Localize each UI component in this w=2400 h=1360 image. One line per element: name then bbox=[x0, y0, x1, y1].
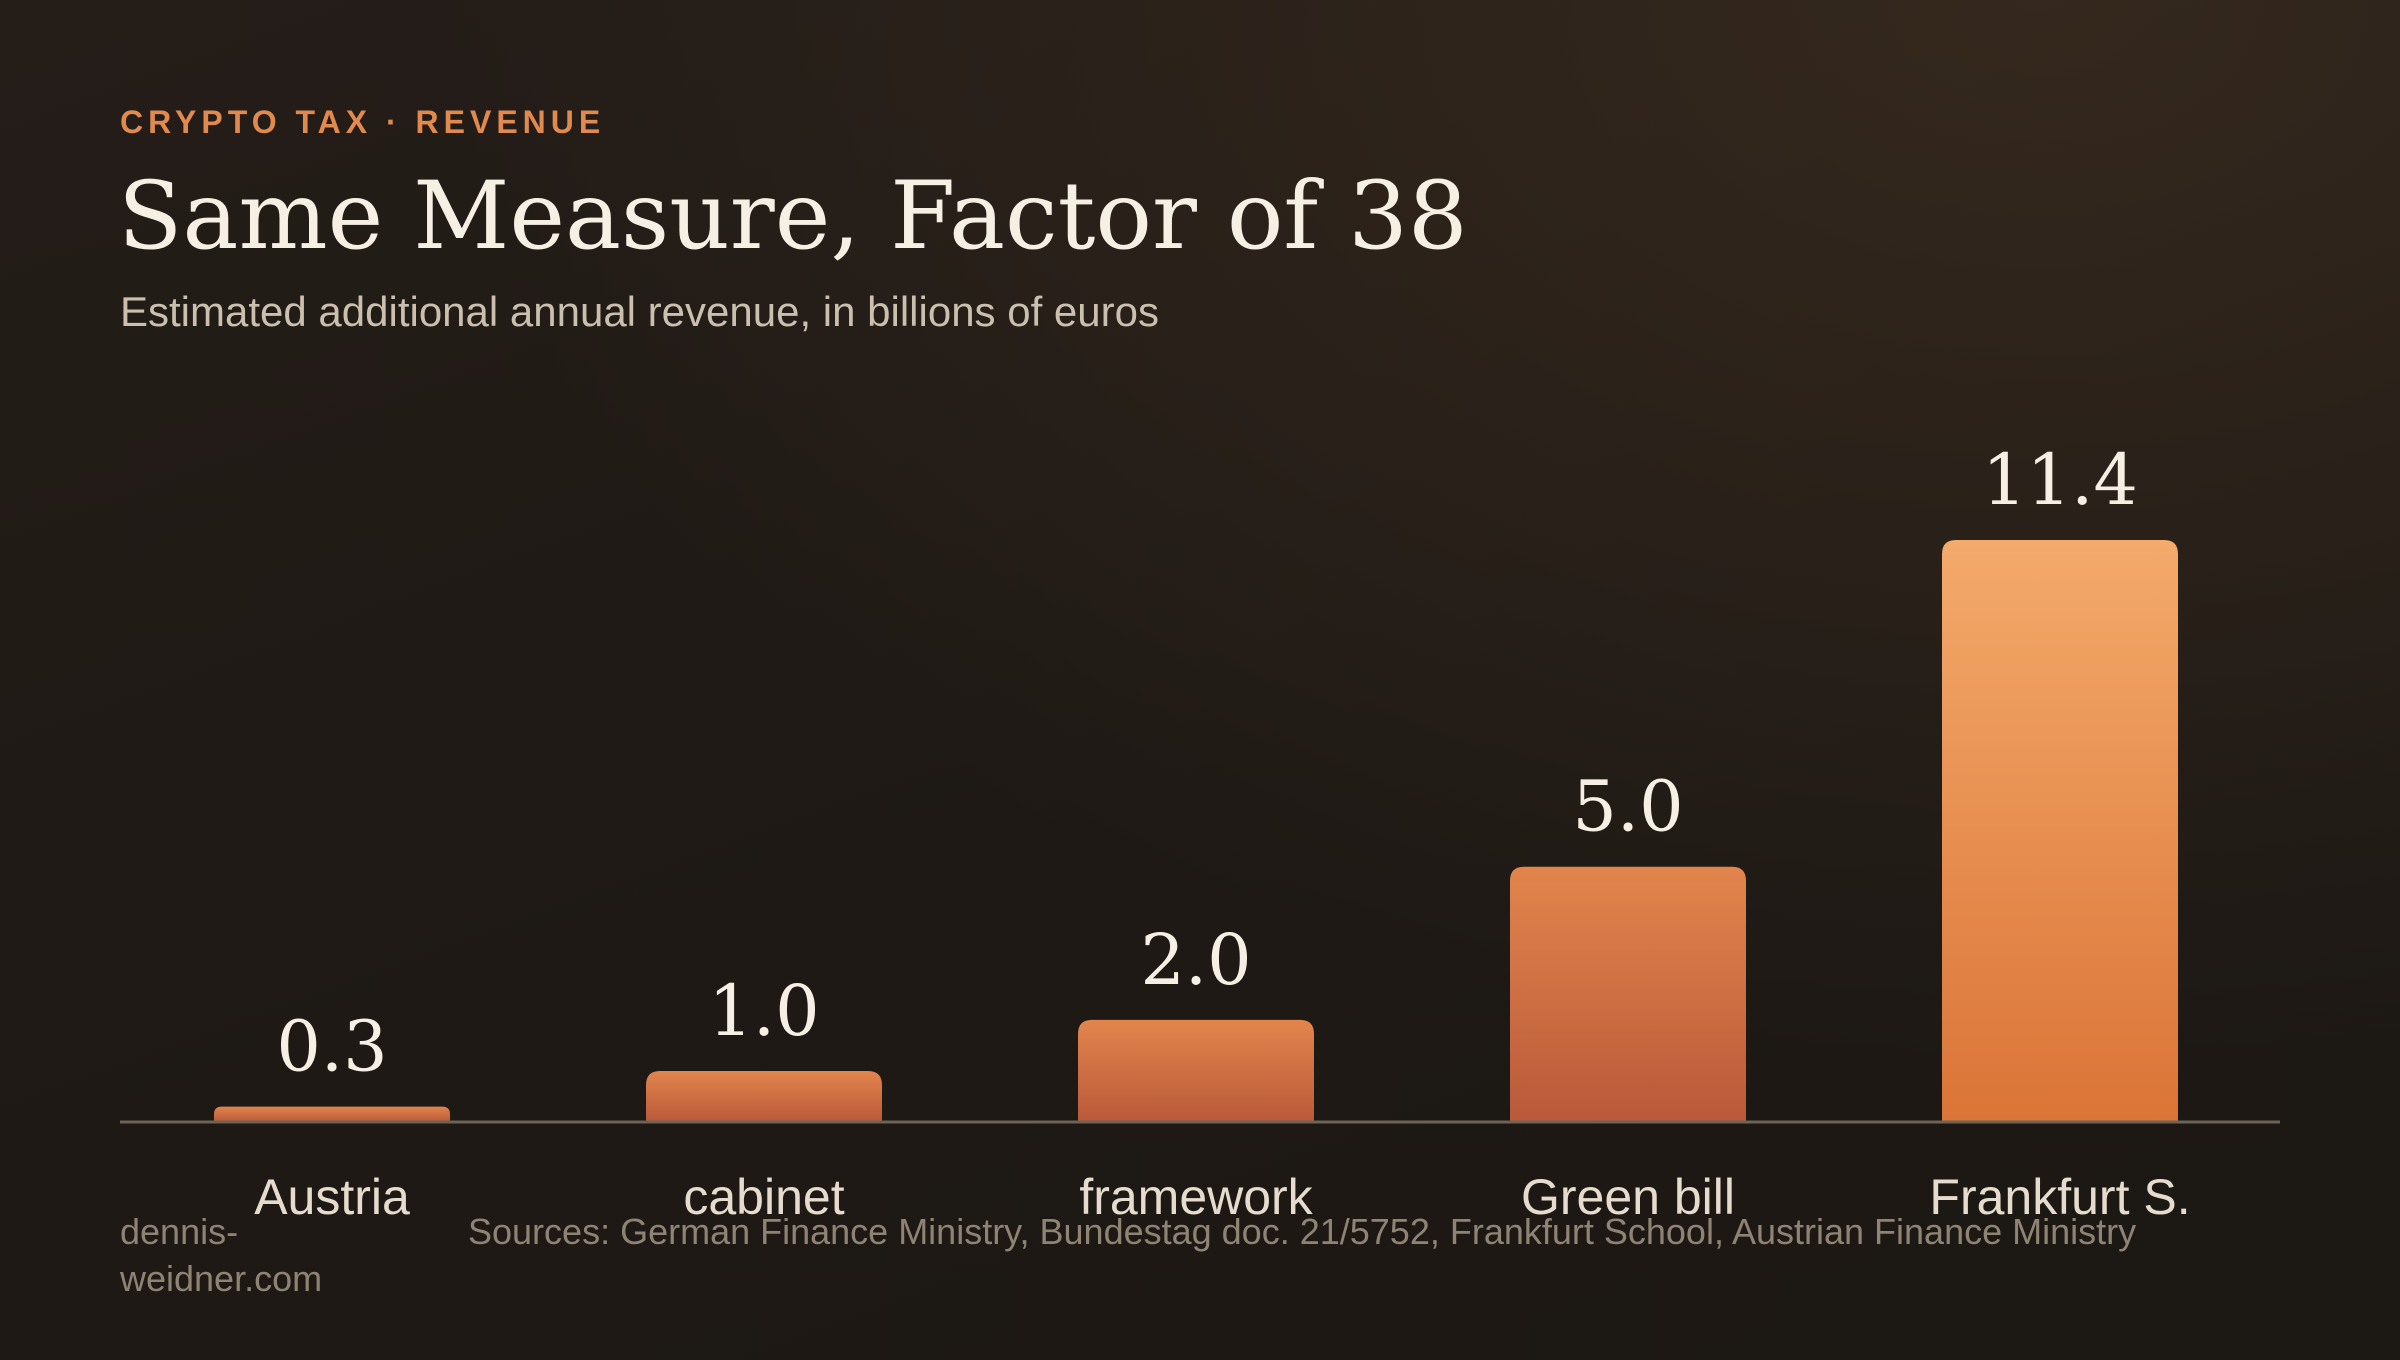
bar-austria bbox=[214, 1106, 450, 1122]
value-label: 11.4 bbox=[1982, 439, 2138, 521]
chart-title: Same Measure, Factor of 38 bbox=[118, 162, 1468, 271]
category-label: Green bill bbox=[1521, 1169, 1735, 1225]
footer-sources: Sources: German Finance Ministry, Bundes… bbox=[468, 1211, 2137, 1252]
bar-cabinet bbox=[646, 1070, 882, 1122]
value-label: 5.0 bbox=[1572, 766, 1683, 848]
category-label: framework bbox=[1079, 1169, 1313, 1225]
footer-credit: dennis-weidner.com bbox=[120, 1211, 323, 1299]
value-label: 1.0 bbox=[708, 970, 819, 1052]
bar-green-bill bbox=[1510, 866, 1746, 1122]
eyebrow-label: CRYPTO TAX · REVENUE bbox=[120, 104, 606, 140]
chart-subtitle: Estimated additional annual revenue, in … bbox=[120, 288, 1159, 335]
category-label: cabinet bbox=[683, 1169, 844, 1225]
bar-frankfurt-s bbox=[1942, 540, 2178, 1122]
labels-layer: 0.3 Austria 1.0 cabinet 2.0 framework 5.0 Green… bbox=[254, 439, 2190, 1225]
category-label: Austria bbox=[254, 1169, 410, 1225]
value-label: 0.3 bbox=[276, 1006, 387, 1088]
bars-layer bbox=[214, 540, 2178, 1122]
category-label: Frankfurt S. bbox=[1929, 1169, 2190, 1225]
bar-framework bbox=[1078, 1019, 1314, 1122]
value-label: 2.0 bbox=[1140, 919, 1251, 1001]
